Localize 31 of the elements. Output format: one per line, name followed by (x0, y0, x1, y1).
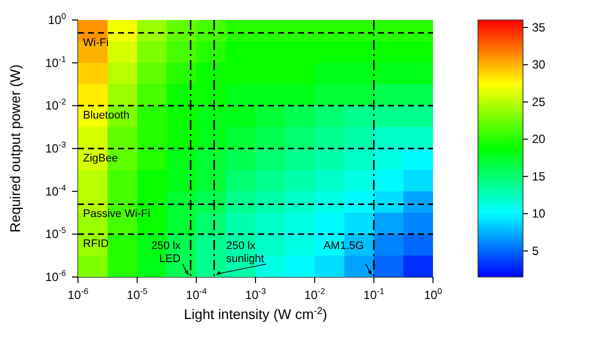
y-tick-label: 10$^{-3}$ (45, 140, 66, 156)
ref-line-label: Wi-Fi (83, 36, 109, 49)
y-tick-label: 10$^{-2}$ (45, 96, 66, 113)
ref-line-label: RFID (83, 238, 109, 250)
ref-line-label: Bluetooth (83, 110, 130, 122)
ref-line-label: Passive Wi-Fi (83, 208, 150, 220)
y-tick-label: 10$^{-1}$ (45, 54, 66, 70)
color-bar-label: 5 (532, 244, 539, 258)
x-tick-label: 10$^{-6}$ (68, 286, 89, 302)
x-tick-label: 10$^{-3}$ (245, 286, 266, 302)
y-tick-label: 10$^{-6}$ (45, 268, 66, 284)
x-axis-title: Light intensity (W cm$^{-2}$) (184, 306, 328, 322)
y-tick-label: 10$^{0}$ (48, 11, 66, 27)
x-tick-label: 10$^{-5}$ (126, 286, 148, 302)
x-tick-label: 10$^{-4}$ (186, 286, 208, 302)
color-bar-label: 30 (532, 58, 546, 72)
x-tick-label: 10$^{0}$ (424, 286, 442, 302)
ref-line-label: ZigBee (83, 152, 118, 164)
x-tick-label: 10$^{-1}$ (363, 286, 385, 302)
color-bar-label: 35 (532, 20, 546, 34)
color-bar-label: 20 (532, 132, 546, 146)
y-tick-label: 10$^{-4}$ (45, 182, 66, 198)
ref-line-label: AM1.5G (323, 240, 364, 252)
ref-line-label: 250 lx sunlight (226, 240, 264, 265)
y-axis-title: Required output power (W) (7, 64, 23, 233)
color-bar-label: 15 (532, 169, 546, 184)
x-tick-label: 10$^{-2}$ (304, 286, 326, 302)
ref-line-label: 250 lx LED (151, 240, 182, 265)
color-bar-label: 25 (532, 94, 546, 109)
color-bar-label: 10 (532, 206, 546, 221)
y-tick-label: 10$^{-5}$ (45, 225, 66, 242)
